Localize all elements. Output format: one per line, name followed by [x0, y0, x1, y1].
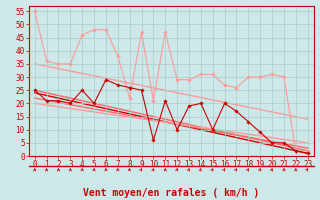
Text: Vent moyen/en rafales ( km/h ): Vent moyen/en rafales ( km/h )	[83, 188, 259, 198]
